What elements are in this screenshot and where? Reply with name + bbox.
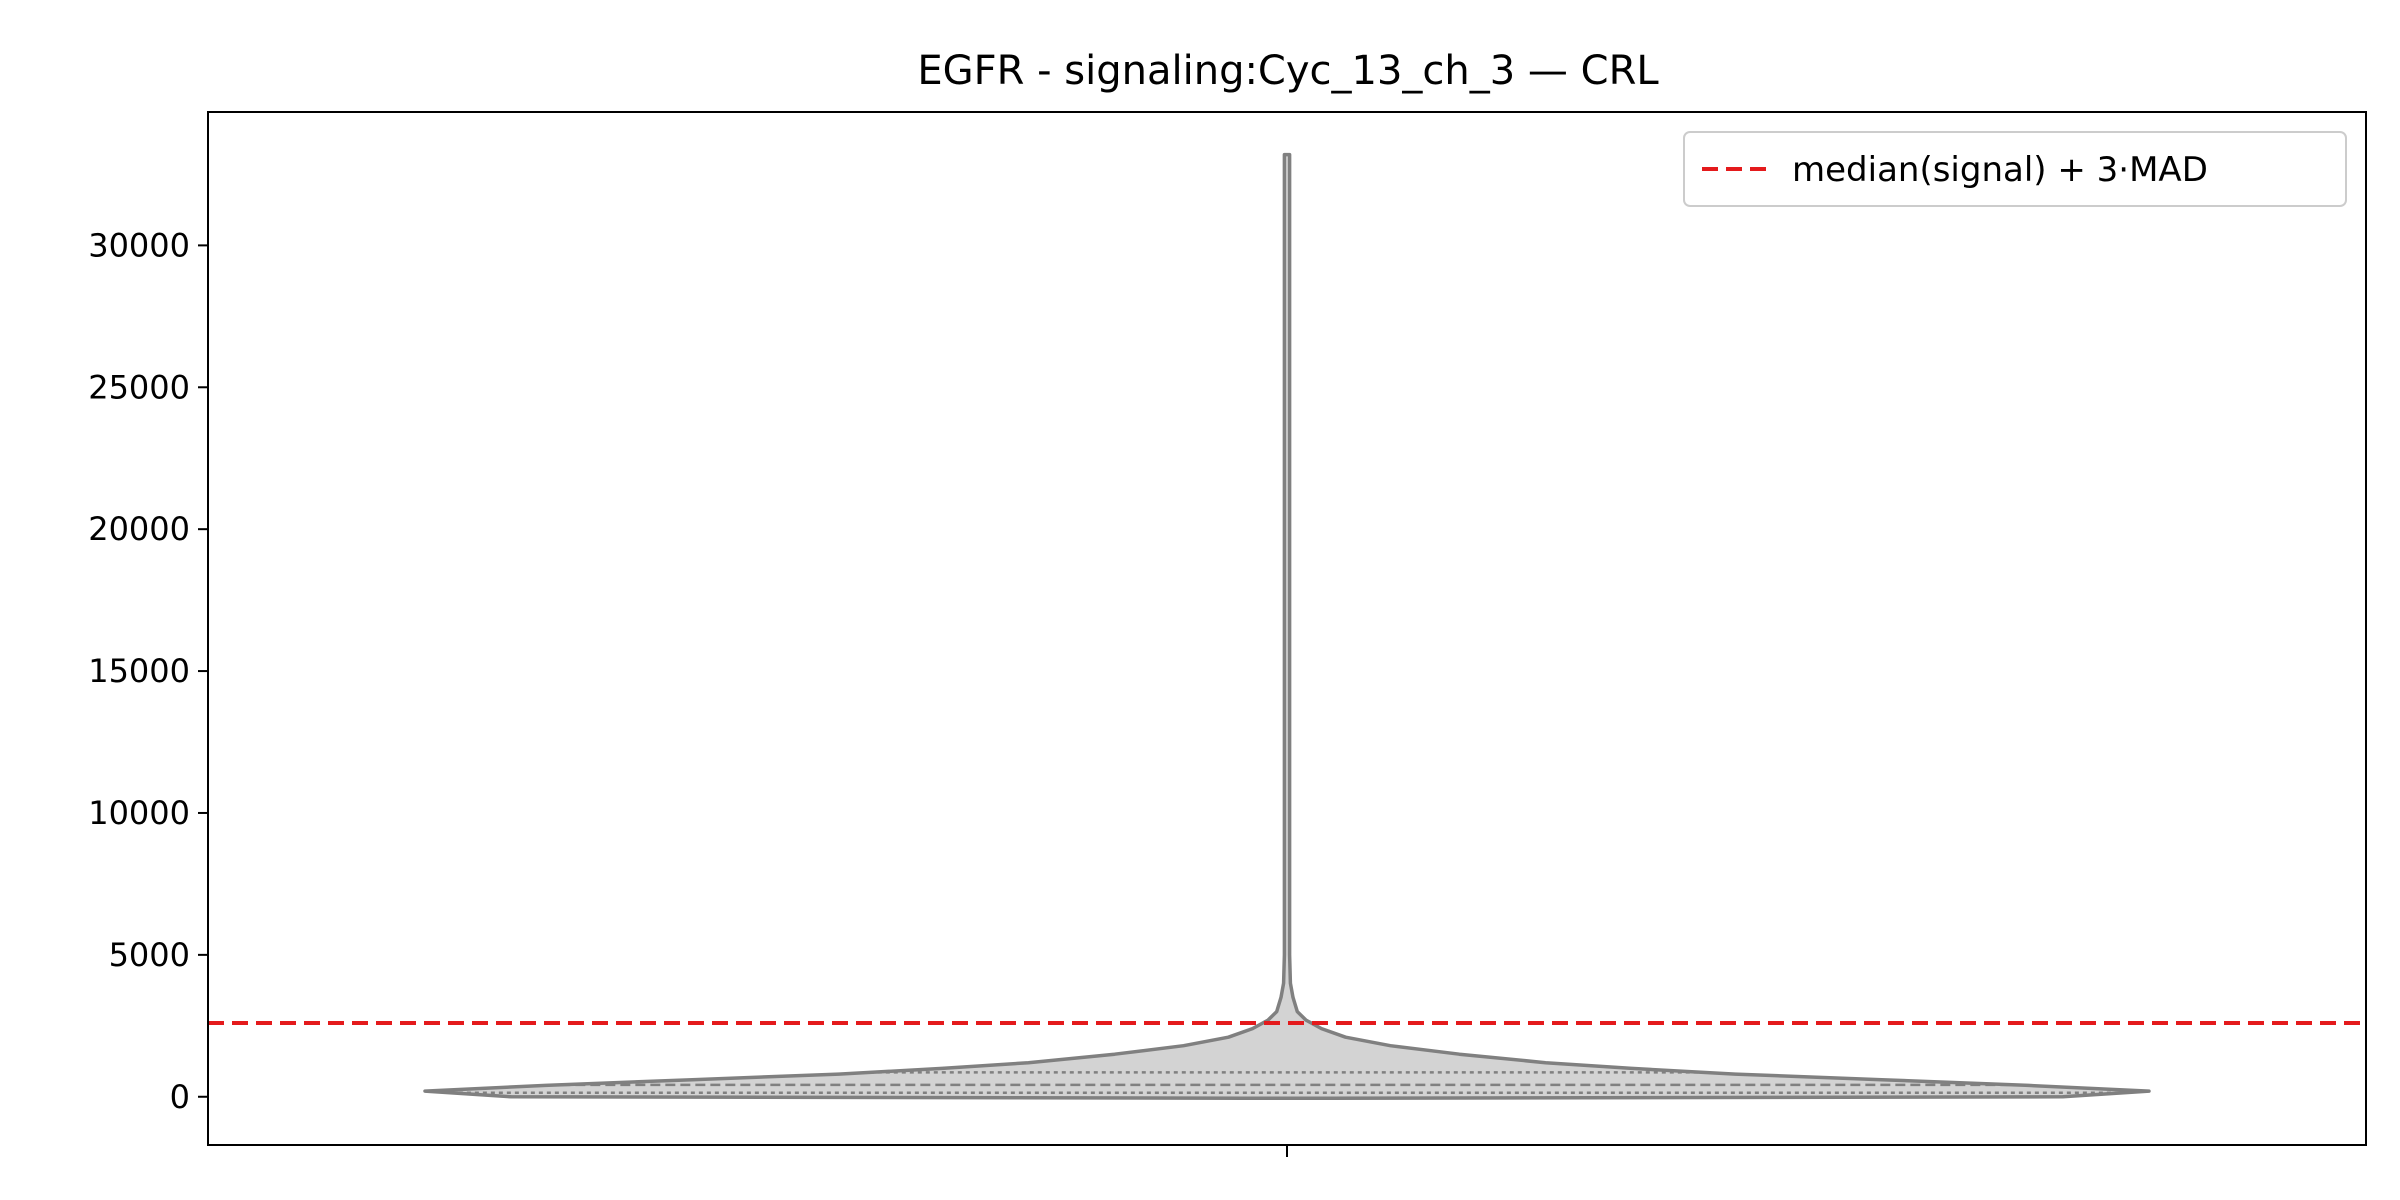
legend: median(signal) + 3·MAD <box>1683 131 2347 207</box>
chart-title: EGFR - signaling:Cyc_13_ch_3 — CRL <box>917 48 1659 94</box>
y-tick-label: 10000 <box>88 794 190 832</box>
legend-box <box>1683 131 2347 207</box>
y-tick-label: 20000 <box>88 510 190 548</box>
y-tick-label: 30000 <box>88 226 190 264</box>
y-tick-label: 5000 <box>109 936 190 974</box>
y-tick-label: 15000 <box>88 652 190 690</box>
legend-label: median(signal) + 3·MAD <box>1792 150 2208 190</box>
violin-body <box>423 152 2151 1100</box>
y-axis: 0 5000 10000 15000 20000 25000 30000 <box>88 226 208 1116</box>
y-tick-label: 0 <box>170 1078 190 1116</box>
y-tick-label: 25000 <box>88 368 190 406</box>
plot-area <box>207 111 2367 1146</box>
